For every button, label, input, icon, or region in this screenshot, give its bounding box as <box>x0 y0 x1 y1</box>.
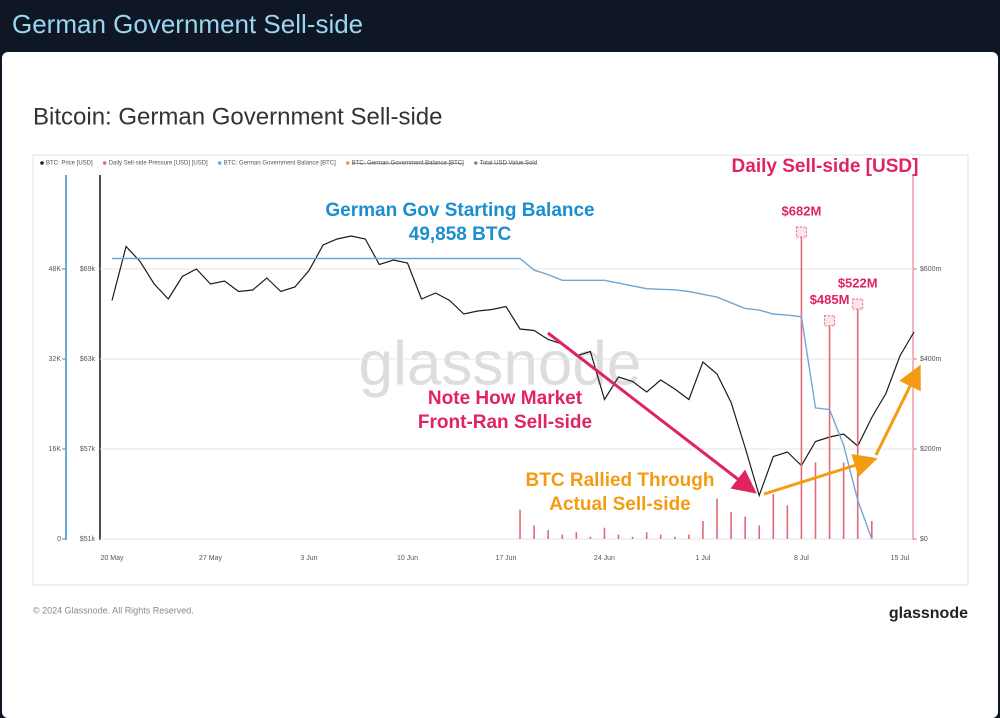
bar <box>828 320 831 539</box>
header-bar <box>0 0 1000 50</box>
legend-marker <box>474 161 478 165</box>
arrows <box>547 331 921 496</box>
bar <box>645 532 648 539</box>
bar <box>547 530 549 539</box>
chart-frame <box>32 154 969 586</box>
x-tick-label: 3 Jun <box>300 555 317 562</box>
y3-tick-label: 0 <box>57 536 61 543</box>
bar <box>688 534 690 539</box>
bar <box>617 534 620 539</box>
annotation: Front-Ran Sell-side <box>418 412 592 433</box>
y-tick-label: $63k <box>80 356 96 363</box>
bar <box>842 462 845 539</box>
bar <box>702 521 704 539</box>
y-tick-label: $69k <box>80 266 96 273</box>
value-label: $485M <box>810 292 850 307</box>
y3-tick-label: 32K <box>49 356 62 363</box>
bar <box>561 534 564 539</box>
bar <box>870 521 873 539</box>
x-tick-label: 27 May <box>199 555 222 562</box>
bar <box>519 509 521 539</box>
bar <box>631 536 634 539</box>
x-tick-label: 17 Jun <box>495 555 516 562</box>
bar <box>758 525 761 539</box>
series-line <box>112 257 873 540</box>
y-tick-label: $51k <box>80 536 96 543</box>
bar <box>730 512 732 539</box>
annotation: BTC Rallied Through <box>526 470 715 491</box>
annotation: Actual Sell-side <box>549 494 691 515</box>
legend-label: Daily Sell-side Pressure [USD] [USD] <box>109 161 208 167</box>
arrow <box>874 364 921 456</box>
legend-marker <box>217 161 222 165</box>
series-line <box>111 235 915 498</box>
bar <box>589 536 592 539</box>
legend-label: BTC: German Government Balance [BTC] <box>352 161 464 167</box>
legend-label: Total USD Value Sold <box>480 161 537 167</box>
y3-tick-label: 48K <box>49 266 62 273</box>
x-tick-label: 24 Jun <box>594 555 615 562</box>
legend-label: BTC: Price [USD] <box>46 161 93 167</box>
bar <box>772 494 775 539</box>
y2-tick-label: $600m <box>920 266 942 273</box>
x-tick-label: 10 Jun <box>397 555 418 562</box>
annotation: Daily Sell-side [USD] <box>732 156 919 177</box>
bar <box>786 505 789 539</box>
peak-marker <box>824 315 836 327</box>
y3-tick-label: 16K <box>49 446 62 453</box>
bar <box>603 527 606 539</box>
header-title: German Government Sell-side <box>12 9 363 39</box>
legend-marker <box>102 161 107 165</box>
annotation: Note How Market <box>428 388 583 409</box>
chart-title: Bitcoin: German Government Sell-side <box>33 103 443 130</box>
x-tick-label: 1 Jul <box>696 555 711 562</box>
x-tick-label: 8 Jul <box>794 555 809 562</box>
annotation: German Gov Starting Balance <box>325 200 594 221</box>
bar <box>716 498 718 539</box>
bar <box>533 525 535 539</box>
legend-label: BTC: German Government Balance [BTC] <box>224 161 336 167</box>
y2-tick-label: $200m <box>920 446 942 453</box>
x-tick-label: 20 May <box>101 555 124 562</box>
value-label: $522M <box>838 276 878 291</box>
peak-marker <box>795 226 807 238</box>
logo: glassnode <box>889 605 968 622</box>
y2-tick-label: $0 <box>920 536 928 543</box>
copyright: © 2024 Glassnode. All Rights Reserved. <box>33 605 194 615</box>
bar <box>659 534 662 539</box>
legend-marker <box>40 161 44 165</box>
y-tick-label: $57k <box>80 446 96 453</box>
bar <box>814 462 817 539</box>
peak-marker <box>852 298 864 310</box>
value-label: $682M <box>782 204 822 219</box>
bar <box>744 516 746 539</box>
arrow <box>547 331 757 494</box>
bar <box>674 536 676 539</box>
bar <box>575 532 578 539</box>
legend-marker <box>345 161 350 165</box>
x-tick-label: 15 Jul <box>891 555 910 562</box>
bar <box>856 304 859 539</box>
annotation: 49,858 BTC <box>409 224 512 245</box>
bar <box>800 232 803 539</box>
arrow <box>763 453 878 496</box>
card <box>2 52 998 718</box>
y2-tick-label: $400m <box>920 356 942 363</box>
